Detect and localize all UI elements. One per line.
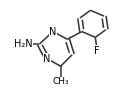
Text: F: F <box>94 46 100 56</box>
Text: CH₃: CH₃ <box>52 77 69 86</box>
Text: H₂N: H₂N <box>14 39 32 49</box>
Text: N: N <box>43 54 51 64</box>
Text: N: N <box>49 27 57 37</box>
